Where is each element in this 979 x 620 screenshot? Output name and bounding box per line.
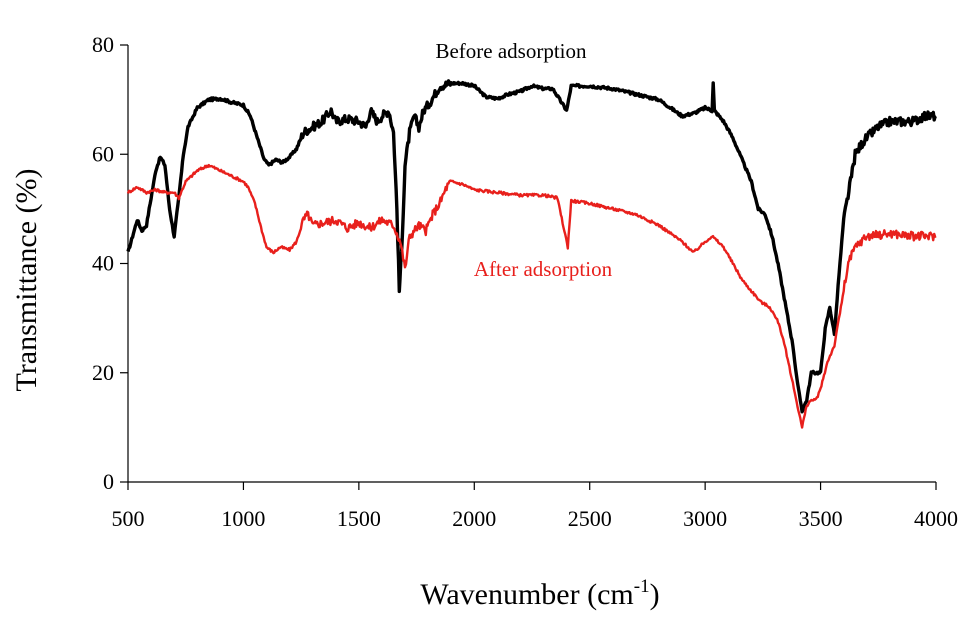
x-ticks: 500 1000 1500 2000 2500 3000 3500 4000 (112, 482, 958, 531)
x-axis-label-main: Wavenumber (cm (420, 578, 633, 611)
x-axis-label-close: ) (650, 578, 660, 611)
y-tick-label: 20 (92, 360, 114, 385)
x-axis-label: Wavenumber (cm-1) (420, 576, 659, 611)
y-tick-label: 80 (92, 32, 114, 57)
x-tick-label: 2500 (568, 506, 612, 531)
y-tick-label: 40 (92, 251, 114, 276)
x-tick-label: 1500 (337, 506, 381, 531)
y-ticks: 0 20 40 60 80 (92, 32, 128, 494)
x-axis-label-sup: -1 (634, 576, 650, 597)
series-lines (126, 79, 937, 429)
y-tick-label: 60 (92, 141, 114, 166)
x-tick-label: 1000 (221, 506, 265, 531)
y-tick-label: 0 (103, 469, 114, 494)
x-tick-label: 3500 (799, 506, 843, 531)
series-label-after: After adsorption (474, 257, 613, 281)
y-axis-label: Transmittance (%) (10, 168, 43, 391)
x-tick-label: 2000 (452, 506, 496, 531)
series-line-after-adsorption (126, 163, 937, 429)
x-tick-label: 500 (112, 506, 145, 531)
x-tick-label: 4000 (914, 506, 958, 531)
x-tick-label: 3000 (683, 506, 727, 531)
series-line-before-adsorption (126, 79, 937, 414)
series-label-before: Before adsorption (435, 39, 587, 63)
